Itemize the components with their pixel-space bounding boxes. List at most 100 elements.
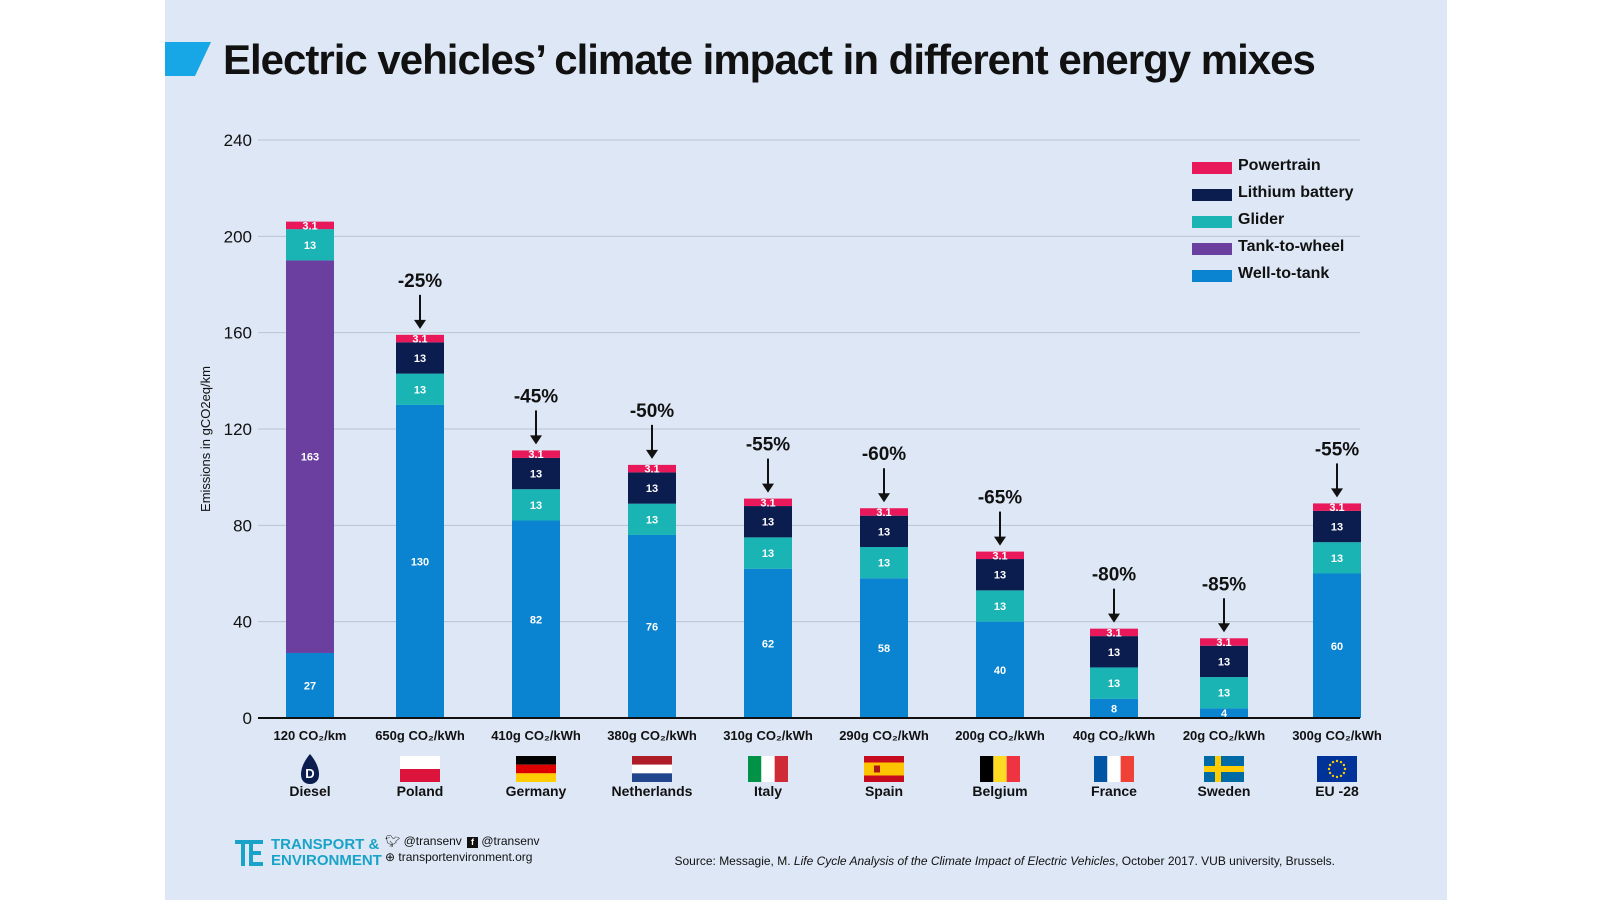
flag-spain-icon [874,765,880,773]
x-tick-sublabel: 290g CO₂/kWh [839,728,929,743]
bar-segment-glider [396,373,444,405]
bar-segment-powertrain [744,498,792,507]
twitter-handle[interactable]: 🐦︎ @transenv [385,834,462,848]
legend-swatch [1192,162,1232,174]
bar-segment-powertrain [1200,638,1248,646]
legend-label: Lithium battery [1238,184,1354,201]
flag-spain-icon [864,756,904,763]
x-tick-sublabel: 380g CO₂/kWh [607,728,697,743]
website-link[interactable]: ⊕ transportenvironment.org [385,850,532,864]
reduction-arrow-head [1218,623,1230,633]
data-label: 40 [994,665,1006,677]
bar-segment-powertrain [976,551,1024,560]
data-label: 62 [762,638,774,650]
data-label: 13 [646,483,658,495]
data-label: 13 [530,469,542,481]
x-tick-label: France [1091,783,1137,799]
bar-segment-glider [860,547,908,579]
flag-eu-star [1328,763,1332,767]
data-label: 3.1 [1216,637,1231,649]
bar-segment-battery [396,342,444,374]
source-suffix: , October 2017. VUB university, Brussels… [1115,854,1335,868]
bar-segment-glider [744,537,792,569]
legend-swatch [1192,216,1232,228]
data-label: 13 [878,526,890,538]
data-label: 3.1 [412,334,427,346]
data-label: 8 [1111,703,1117,715]
flag-poland-icon [400,756,440,769]
flag-eu-star [1331,760,1335,764]
y-tick-label: 40 [233,613,252,632]
bar-segment-well-to-tank [628,534,676,718]
x-tick-sublabel: 20g CO₂/kWh [1183,728,1265,743]
flag-eu-star [1328,771,1332,775]
flag-eu-star [1339,760,1343,764]
x-tick-label: Italy [754,783,782,799]
facebook-icon: f [467,837,478,848]
y-tick-label: 80 [233,516,252,535]
legend-label: Well-to-tank [1238,265,1330,282]
title-bar: Electric vehicles’ climate impact in dif… [165,36,1447,86]
flag-eu-star [1339,774,1343,778]
bar-segment-glider [1313,542,1361,574]
data-label: 13 [762,548,774,560]
bar-segment-powertrain [628,464,676,473]
bar-segment-powertrain [396,334,444,343]
bar-segment-powertrain [512,450,560,458]
flag-eu-star [1335,775,1339,779]
bar-segment-glider [286,229,334,261]
twitter-handle-text: @transenv [403,834,462,848]
data-label: 3.1 [644,464,659,476]
data-label: 82 [530,614,542,626]
bar-segment-well-to-tank [1200,708,1248,718]
y-tick-label: 160 [224,324,252,343]
reduction-label: -65% [978,488,1022,509]
bar-segment-battery [512,457,560,490]
data-label: 13 [646,514,658,526]
bar-segment-glider [1090,667,1138,699]
flag-france-icon [1107,756,1121,782]
facebook-handle[interactable]: f @transenv [467,834,540,848]
y-tick-label: 120 [224,420,252,439]
flag-france-icon [1094,756,1108,782]
data-label: 76 [646,621,658,633]
bar-segment-powertrain [860,508,908,516]
y-tick-label: 0 [243,709,252,728]
reduction-label: -50% [630,401,674,422]
reduction-label: -55% [746,435,790,456]
reduction-arrow-head [1108,613,1120,623]
flag-netherlands-icon [632,756,672,765]
reduction-arrow-head [414,319,426,329]
x-tick-sublabel: 200g CO₂/kWh [955,728,1045,743]
x-tick-label: Poland [397,783,444,799]
data-label: 3.1 [1329,502,1344,514]
flag-poland-icon [400,769,440,782]
bar-segment-powertrain [286,221,334,230]
legend-swatch [1192,189,1232,201]
flag-italy-icon [774,756,788,782]
x-tick-label: Netherlands [612,783,693,799]
data-label: 13 [878,558,890,570]
x-tick-sublabel: 120 CO₂/km [274,728,347,743]
flag-eu-star [1342,771,1346,775]
flag-france-icon [1120,756,1134,782]
bar-segment-battery [1313,510,1361,543]
data-label: 58 [878,643,890,655]
x-tick-label: Sweden [1198,783,1251,799]
data-label: 4 [1221,708,1228,720]
reduction-arrow-head [762,483,774,493]
data-label: 13 [1108,647,1120,659]
data-label: 60 [1331,641,1343,653]
data-label: 13 [1218,688,1230,700]
legend-label: Glider [1238,211,1285,228]
x-tick-sublabel: 310g CO₂/kWh [723,728,813,743]
reduction-arrow-head [1331,488,1343,498]
bar-segment-glider [628,503,676,535]
data-label: 13 [414,353,426,365]
reduction-label: -25% [398,271,442,292]
bar-segment-well-to-tank [860,578,908,718]
bar-segment-battery [628,472,676,504]
twitter-icon: 🐦︎ [385,834,401,848]
data-label: 13 [1218,656,1230,668]
data-label: 163 [301,452,319,464]
